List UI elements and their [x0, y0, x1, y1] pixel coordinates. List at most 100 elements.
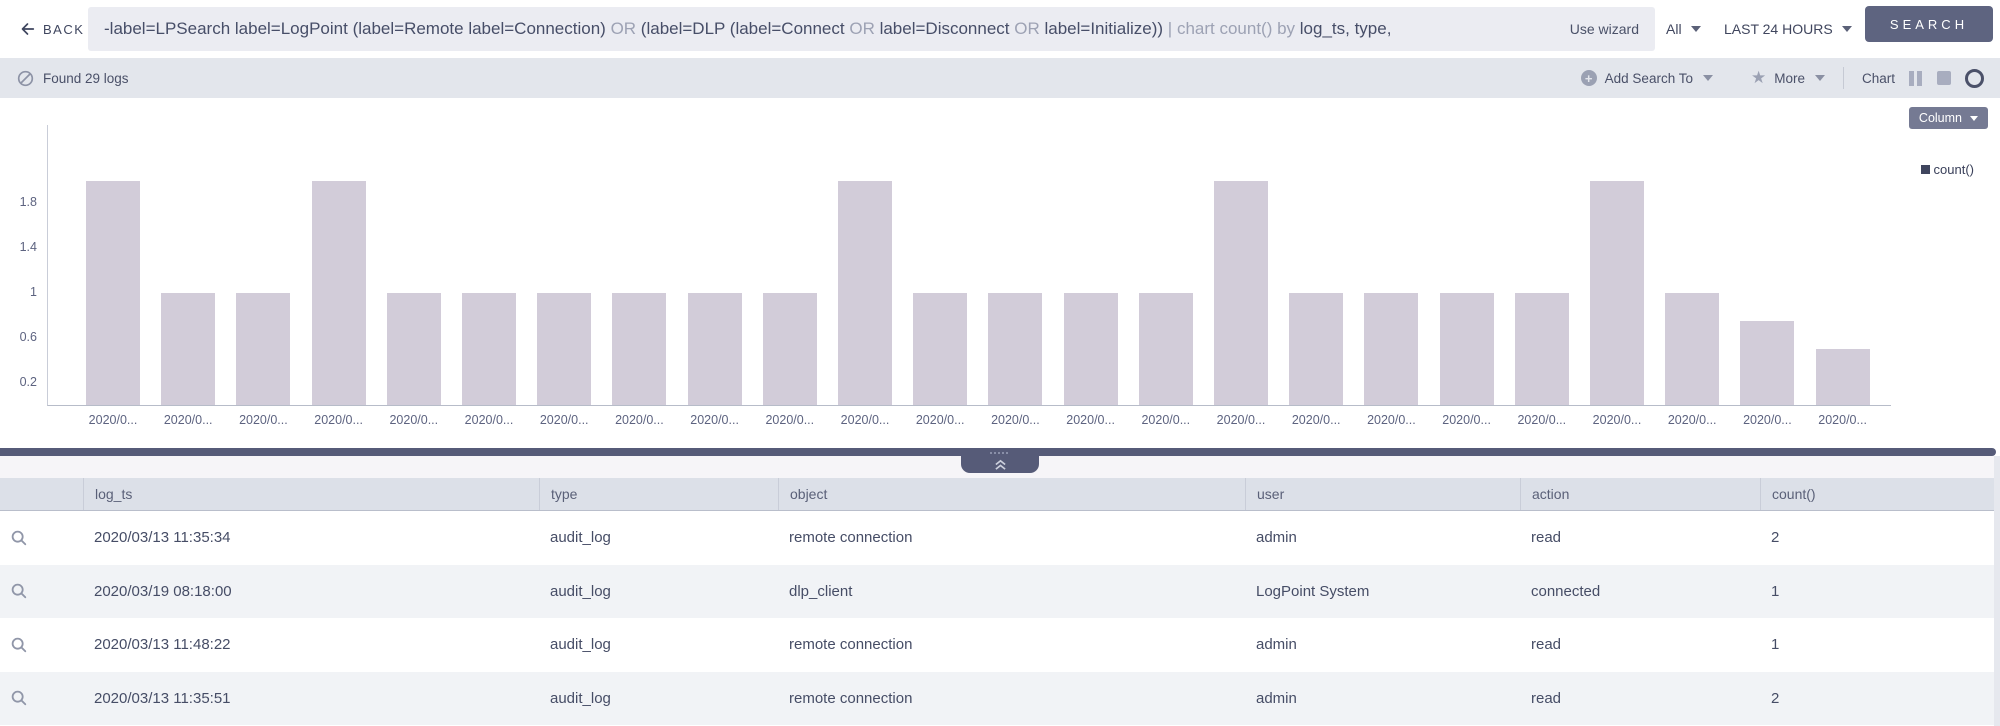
- results-toolbar: Found 29 logs + Add Search To ★ More Cha…: [0, 58, 2000, 98]
- cell-count: 2: [1771, 529, 1780, 547]
- chart-bar[interactable]: [838, 181, 892, 405]
- cell-action: read: [1531, 636, 1562, 654]
- table-row[interactable]: 2020/03/13 11:48:22 audit_log remote conne…: [0, 618, 2000, 672]
- chart-bar[interactable]: [462, 293, 516, 405]
- plus-circle-icon: +: [1580, 70, 1597, 86]
- chart-bar[interactable]: [386, 293, 441, 405]
- chart-bar[interactable]: [988, 293, 1043, 405]
- chart-bar[interactable]: [1815, 349, 1870, 405]
- cancel-search-icon[interactable]: [17, 70, 34, 87]
- more-button[interactable]: More: [1774, 70, 1805, 86]
- inspect-log-button[interactable]: [0, 689, 83, 707]
- cell-user: admin: [1256, 529, 1297, 547]
- magnifier-icon: [11, 583, 27, 599]
- x-axis-label: 2020/0...: [915, 413, 965, 427]
- cell-type: audit_log: [550, 582, 611, 600]
- chart-bar[interactable]: [1740, 321, 1795, 405]
- table-row[interactable]: 2020/03/13 11:35:51 audit_log remote conne…: [0, 671, 2000, 725]
- chart-bar[interactable]: [1138, 293, 1193, 405]
- chart-bar[interactable]: [1289, 293, 1344, 405]
- legend-label: count(): [1933, 162, 1974, 177]
- chart-bar[interactable]: [1665, 293, 1720, 405]
- inspect-log-button[interactable]: [0, 529, 83, 547]
- table-scrollbar[interactable]: [1994, 456, 2000, 726]
- x-axis-label: 2020/0...: [1667, 413, 1717, 427]
- cell-object: remote connection: [789, 636, 913, 654]
- chart-bar[interactable]: [913, 293, 968, 405]
- chart-bar[interactable]: [1590, 181, 1644, 405]
- chart-bar[interactable]: [236, 293, 291, 405]
- chart-bar[interactable]: [687, 293, 742, 405]
- header-cell-type[interactable]: type: [539, 478, 778, 510]
- results-table-header: log_ts type object user action count(): [0, 478, 2000, 511]
- table-row[interactable]: 2020/03/19 08:18:00 audit_log dlp_client Lo…: [0, 564, 2000, 618]
- double-chevron-up-icon: [994, 459, 1006, 470]
- table-row[interactable]: 2020/03/13 11:35:34 audit_log remote conne…: [0, 511, 2000, 565]
- chart-bar[interactable]: [86, 181, 140, 405]
- back-button[interactable]: BACK: [20, 0, 84, 58]
- toolbar-divider: [1842, 67, 1844, 89]
- magnifier-icon: [11, 690, 27, 706]
- star-icon: ★: [1750, 67, 1767, 88]
- column-chart-icon[interactable]: [1909, 70, 1922, 86]
- repo-dropdown[interactable]: All: [1666, 0, 1701, 58]
- x-axis-label: 2020/0...: [840, 413, 890, 427]
- panel-divider: [0, 448, 1996, 456]
- x-axis-label: 2020/0...: [690, 413, 739, 427]
- chevron-down-icon[interactable]: [1814, 75, 1825, 81]
- chart-bar[interactable]: [1063, 293, 1118, 405]
- chart-type-dropdown[interactable]: Column: [1908, 107, 1988, 129]
- cell-object: dlp_client: [789, 582, 853, 600]
- y-axis-tick-label: 1.4: [19, 240, 37, 255]
- header-cell-count[interactable]: count(): [1760, 478, 2000, 510]
- x-axis-label: 2020/0...: [464, 413, 514, 427]
- chart-bar[interactable]: [537, 293, 592, 405]
- cell-log_ts: 2020/03/19 08:18:00: [94, 582, 232, 600]
- x-axis-label: 2020/0...: [239, 413, 288, 427]
- use-wizard-link[interactable]: Use wizard: [1569, 21, 1639, 37]
- inspect-log-button[interactable]: [0, 582, 83, 600]
- collapse-table-button[interactable]: [961, 452, 1039, 473]
- header-cell-log_ts[interactable]: log_ts: [83, 478, 539, 510]
- chart-bar[interactable]: [1439, 293, 1494, 405]
- cell-log_ts: 2020/03/13 11:35:34: [94, 529, 231, 547]
- y-axis-tick-label: 1.8: [19, 195, 37, 210]
- header-cell-object[interactable]: object: [778, 478, 1245, 510]
- search-query-input[interactable]: -label=LPSearch label=LogPoint (label=Re…: [88, 7, 1655, 51]
- chevron-down-icon: [1690, 26, 1701, 32]
- x-axis-label: 2020/0...: [1066, 413, 1115, 427]
- chart-bar[interactable]: [612, 293, 667, 405]
- time-range-dropdown[interactable]: LAST 24 HOURS: [1724, 0, 1852, 58]
- square-chart-icon[interactable]: [1937, 71, 1951, 85]
- query-term: label=Initialize)): [1044, 19, 1168, 38]
- chart-bar[interactable]: [1214, 181, 1268, 405]
- cell-object: remote connection: [789, 689, 913, 707]
- chart-bar[interactable]: [1514, 293, 1569, 405]
- add-search-to-button[interactable]: Add Search To: [1604, 70, 1693, 86]
- query-term: (label=DLP (label=Connect: [640, 19, 850, 38]
- header-cell-user[interactable]: user: [1245, 478, 1520, 510]
- chart-bar[interactable]: [762, 293, 817, 405]
- chart-bar[interactable]: [311, 181, 366, 405]
- inspect-log-button[interactable]: [0, 636, 83, 654]
- query-operator: OR: [610, 19, 641, 38]
- chevron-down-icon[interactable]: [1702, 75, 1713, 81]
- cell-type: audit_log: [550, 689, 611, 707]
- time-range-value: LAST 24 HOURS: [1724, 21, 1833, 37]
- search-button[interactable]: SEARCH: [1865, 6, 1993, 42]
- chart-bar[interactable]: [1364, 293, 1419, 405]
- cell-object: remote connection: [789, 529, 913, 547]
- query-term: log_ts, type,: [1299, 19, 1392, 38]
- x-axis-label: 2020/0...: [991, 413, 1040, 427]
- chart-bar[interactable]: [161, 293, 216, 405]
- top-bar: BACK -label=LPSearch label=LogPoint (lab…: [0, 0, 2000, 58]
- cell-count: 1: [1771, 636, 1780, 654]
- chevron-down-icon: [1970, 115, 1978, 121]
- cell-count: 1: [1771, 582, 1780, 600]
- header-cell-action[interactable]: action: [1520, 478, 1760, 510]
- query-operator: |: [1167, 19, 1177, 38]
- y-axis-tick-label: 0.2: [19, 374, 37, 389]
- chart-area: Column count() 2020/0... 2020/0... 2020/0.…: [0, 98, 2000, 448]
- donut-chart-icon[interactable]: [1965, 68, 1984, 88]
